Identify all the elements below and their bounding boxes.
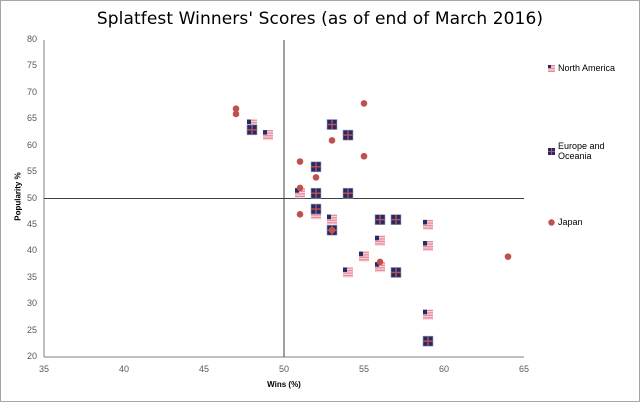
japan-marker: [328, 137, 336, 144]
x-axis-label: Wins (%): [267, 380, 301, 389]
japan-marker: [296, 211, 304, 218]
x-tick-label: 35: [38, 364, 49, 374]
japan-marker: [504, 253, 512, 260]
japan-marker: [376, 258, 384, 266]
y-axis-label: Popularity %: [13, 172, 23, 221]
y-tick-label: 75: [26, 60, 37, 71]
japan-marker: [360, 152, 368, 160]
us-flag-marker: [423, 309, 433, 320]
x-tick-label: 55: [358, 364, 369, 374]
eu-flag-marker: [390, 267, 402, 278]
x-tick-label: 40: [118, 364, 129, 374]
eu-flag-marker: [390, 214, 402, 225]
eu-flag-marker: [310, 161, 322, 173]
x-tick-label: 50: [278, 364, 289, 374]
us-flag-marker: [327, 214, 337, 225]
y-tick-label: 20: [26, 351, 37, 361]
y-tick-label: 70: [26, 86, 37, 97]
x-tick-label: 60: [438, 364, 449, 374]
y-tick-label: 25: [26, 324, 37, 335]
y-tick-label: 55: [26, 166, 37, 177]
us-flag-marker: [343, 267, 353, 278]
y-tick-label: 45: [26, 218, 37, 229]
legend-label: Japan: [558, 217, 583, 227]
japan-marker: [312, 174, 320, 181]
us-flag-marker: [359, 251, 369, 262]
eu-flag-marker: [310, 187, 322, 199]
y-tick-label: 65: [26, 113, 37, 124]
x-tick-label: 65: [518, 364, 529, 374]
legend-label: Europe and Oceania: [557, 141, 605, 161]
eu-flag-marker: [246, 124, 258, 136]
legend-label: North America: [558, 63, 616, 73]
us-flag-marker: [375, 235, 385, 246]
eu-flag-marker: [310, 203, 322, 215]
us-flag-marker: [263, 130, 273, 141]
japan-marker: [360, 100, 368, 107]
japan-marker: [232, 105, 240, 112]
japan-marker: [232, 110, 240, 118]
eu-flag-marker: [342, 129, 354, 141]
y-tick-label: 40: [26, 245, 37, 256]
y-tick-label: 35: [26, 271, 37, 282]
y-tick-label: 50: [26, 192, 37, 203]
legend-item-north-america: North America: [548, 63, 615, 73]
us-flag-marker: [423, 241, 433, 252]
eu-flag-marker: [422, 335, 434, 347]
chart-title: Splatfest Winners' Scores (as of end of …: [96, 9, 544, 29]
eu-flag-icon: [548, 147, 555, 155]
japan-marker: [296, 158, 304, 165]
us-flag-icon: [548, 64, 555, 72]
legend-item-japan: Japan: [548, 217, 583, 227]
y-tick-label: 30: [26, 298, 37, 309]
japan-marker: [328, 226, 336, 234]
eu-flag-marker: [326, 119, 338, 130]
us-flag-marker: [423, 219, 433, 230]
japan-marker: [296, 184, 304, 192]
legend-item-europe-oceania: Europe and Oceania: [548, 141, 640, 161]
y-tick-label: 80: [26, 34, 37, 44]
red-circle-icon: [548, 218, 555, 226]
y-tick-label: 60: [26, 139, 37, 150]
x-tick-label: 45: [198, 364, 209, 374]
eu-flag-marker: [374, 214, 386, 225]
eu-flag-marker: [342, 187, 354, 199]
